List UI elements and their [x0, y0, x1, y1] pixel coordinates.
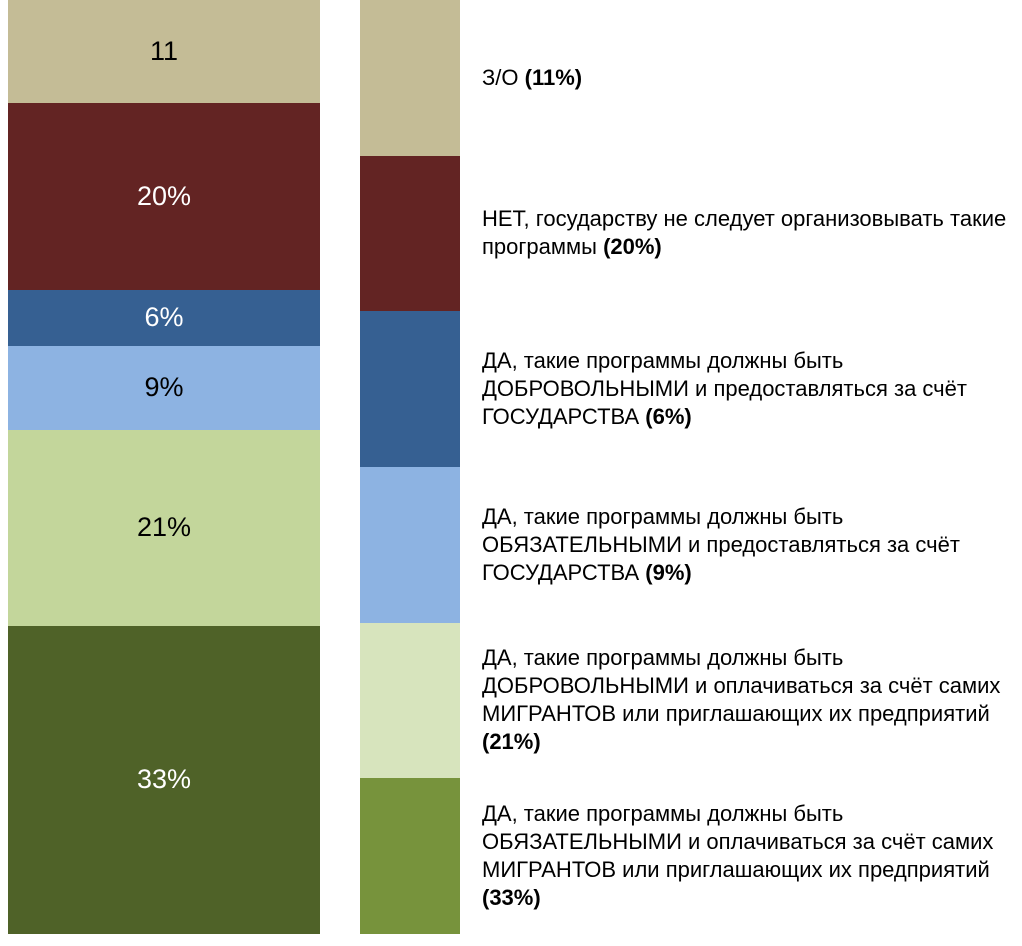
bar-segment: 33% [8, 625, 320, 934]
data-label: 33% [136, 764, 192, 795]
legend-value: (20%) [603, 234, 662, 260]
legend-name: ДА, такие программы должны быть ОБЯЗАТЕЛ… [482, 503, 960, 585]
data-label: 6% [144, 302, 184, 333]
legend-entry: ДА, такие программы должны быть ДОБРОВОЛ… [482, 623, 1022, 779]
legend-swatch [360, 0, 460, 156]
legend-entry: ДА, такие программы должны быть ДОБРОВОЛ… [482, 311, 1022, 467]
legend-text: ДА, такие программы должны быть ОБЯЗАТЕЛ… [482, 800, 1022, 912]
legend-text: ДА, такие программы должны быть ДОБРОВОЛ… [482, 347, 1022, 431]
legend-swatch [360, 155, 460, 312]
data-label: 9% [144, 372, 184, 403]
legend-swatch [360, 311, 460, 467]
legend-value: (21%) [482, 729, 541, 755]
legend-value: (33%) [482, 885, 541, 911]
bar-segment: 21% [8, 429, 320, 626]
data-label: 21% [136, 512, 192, 543]
legend-name: ДА, такие программы должны быть ДОБРОВОЛ… [482, 348, 967, 430]
data-label: 20% [136, 180, 192, 211]
legend-value: (9%) [645, 559, 692, 585]
legend-value: (11%) [524, 64, 583, 90]
legend-swatch [360, 778, 460, 934]
legend-text: ДА, такие программы должны быть ОБЯЗАТЕЛ… [482, 503, 1022, 587]
legend-text: З/О (11%) [482, 64, 582, 92]
legend-entry: ДА, такие программы должны быть ОБЯЗАТЕЛ… [482, 467, 1022, 623]
legend-name: З/О [482, 64, 519, 90]
legend-name: НЕТ, государству не следует организовыва… [482, 206, 1007, 260]
legend-swatch [360, 622, 460, 779]
bar-segment: 9% [8, 345, 320, 430]
bar-segment: 20% [8, 102, 320, 290]
legend-name: ДА, такие программы должны быть ДОБРОВОЛ… [482, 645, 1001, 727]
legend-name: ДА, такие программы должны быть ОБЯЗАТЕЛ… [482, 801, 994, 883]
data-label: 11 [149, 35, 179, 66]
legend-entry: З/О (11%) [482, 0, 1022, 156]
legend-text: НЕТ, государству не следует организовыва… [482, 205, 1022, 261]
legend-value: (6%) [645, 404, 692, 430]
legend-swatch [360, 467, 460, 623]
legend-entry: НЕТ, государству не следует организовыва… [482, 156, 1022, 312]
legend-text: ДА, такие программы должны быть ДОБРОВОЛ… [482, 644, 1022, 756]
bar-segment: 6% [8, 289, 320, 346]
legend-entry: ДА, такие программы должны быть ОБЯЗАТЕЛ… [482, 778, 1022, 934]
bar-segment: 11 [8, 0, 320, 103]
